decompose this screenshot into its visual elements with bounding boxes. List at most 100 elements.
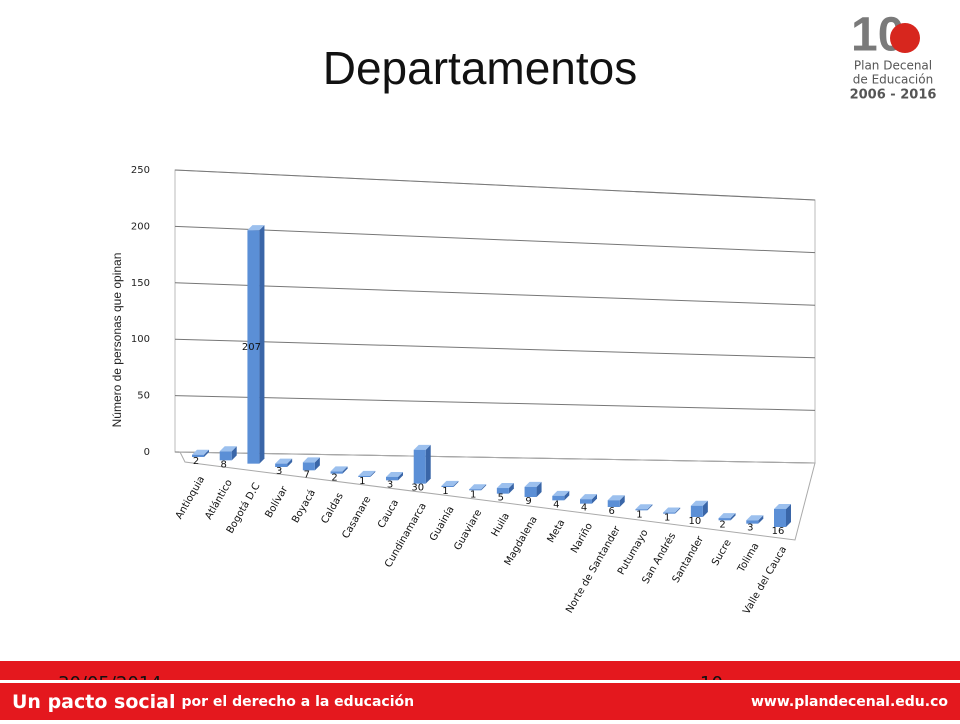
value-label: 1 — [636, 509, 642, 520]
footer-url: www.plandecenal.edu.co — [751, 694, 948, 710]
x-tick-label: Putumayo — [616, 528, 651, 577]
value-label: 30 — [411, 483, 424, 494]
grid-line — [174, 282, 816, 306]
x-tick-label: Caldas — [319, 491, 345, 526]
value-label: 9 — [525, 496, 531, 507]
footer-page: 10 — [700, 673, 723, 694]
y-tick-label: 200 — [131, 221, 150, 232]
bar — [580, 499, 592, 504]
bar-side — [536, 481, 542, 497]
bar-top — [386, 471, 403, 477]
value-label: 1 — [359, 476, 365, 487]
x-tick-label: Antioquia — [174, 475, 207, 522]
y-tick-label: 250 — [131, 165, 150, 176]
bar — [663, 512, 676, 514]
bar-top — [330, 466, 348, 472]
bar-side — [592, 494, 597, 504]
bar-top — [635, 504, 653, 510]
bar-top — [552, 490, 570, 496]
back-wall — [174, 169, 816, 464]
grid-line — [174, 338, 816, 359]
bar — [635, 509, 648, 511]
value-label: 2 — [193, 456, 199, 467]
footer-date: 30/05/2014 — [58, 673, 162, 694]
value-label: 207 — [242, 342, 261, 353]
x-tick-label: Guainía — [427, 504, 457, 543]
x-tick-label: Huila — [490, 511, 512, 539]
bar-side — [508, 483, 514, 494]
x-tick-label: Atlántico — [202, 477, 234, 521]
y-tick-label: 150 — [131, 278, 150, 289]
bar-top — [774, 503, 791, 509]
footer-slogan: Un pacto social por el derecho a la educa… — [12, 691, 414, 713]
bar — [774, 508, 786, 527]
bar-side — [342, 466, 348, 474]
x-tick-label: Guaviare — [452, 508, 484, 553]
bar — [358, 475, 371, 477]
grid-line — [174, 225, 816, 254]
value-label: 1 — [442, 486, 448, 497]
bar-side — [231, 446, 237, 461]
bar — [552, 495, 565, 501]
bar-side — [564, 490, 570, 501]
bar-side — [370, 470, 376, 477]
bar — [330, 471, 343, 474]
bar-side — [675, 507, 681, 514]
bar-top — [524, 481, 542, 487]
bar-side — [702, 500, 708, 517]
bar-top — [496, 483, 514, 489]
bar — [496, 488, 509, 494]
logo-dot — [890, 23, 920, 53]
footer-band — [0, 683, 960, 720]
grid-line — [174, 395, 816, 411]
value-label: 6 — [609, 506, 615, 517]
bar-top — [192, 449, 209, 455]
value-label: 8 — [221, 459, 227, 470]
value-label: 10 — [688, 516, 701, 527]
value-label: 16 — [772, 526, 785, 537]
value-label: 4 — [553, 499, 559, 510]
bar-top — [690, 500, 708, 506]
bar-top — [358, 470, 376, 476]
value-label: 2 — [331, 473, 337, 484]
logo: 10 Plan Decenal de Educación 2006 - 2016 — [850, 9, 937, 103]
value-label: 4 — [581, 503, 587, 514]
bar — [690, 505, 703, 517]
y-tick-label: 50 — [137, 391, 150, 402]
x-tick-label: Boyacá — [289, 487, 318, 525]
bar-side — [730, 513, 736, 521]
bar-top — [718, 513, 736, 519]
bar-side — [619, 495, 625, 507]
bar-side — [259, 225, 265, 464]
bar — [746, 520, 759, 524]
value-label: 2 — [719, 519, 725, 530]
bar — [441, 485, 454, 487]
value-label: 1 — [470, 489, 476, 500]
bar-top — [219, 446, 237, 452]
logo-text: 2006 - 2016 — [850, 88, 937, 103]
x-tick-label: Cauca — [376, 498, 401, 530]
grid-line — [174, 169, 816, 201]
value-label: 3 — [276, 466, 282, 477]
bar-top — [302, 457, 320, 463]
bar — [469, 489, 482, 491]
logo-text: Plan Decenal — [854, 59, 932, 73]
slide-title: Departamentos — [323, 42, 638, 94]
bar — [386, 476, 398, 481]
bar-side — [758, 515, 764, 524]
bar-top — [580, 494, 597, 500]
y-axis-title: Número de personas que opinan — [110, 253, 124, 428]
bar — [413, 449, 426, 484]
bar — [524, 486, 537, 497]
floor — [179, 451, 816, 541]
bar-top — [663, 507, 681, 513]
bar — [192, 454, 204, 457]
footer-stripe — [0, 661, 960, 680]
bar-top — [441, 480, 459, 486]
bar-top — [607, 495, 625, 501]
bar — [607, 500, 620, 507]
bar-side — [425, 444, 431, 484]
slogan-bold: Un pacto social — [12, 691, 175, 713]
bar-top — [469, 484, 487, 490]
